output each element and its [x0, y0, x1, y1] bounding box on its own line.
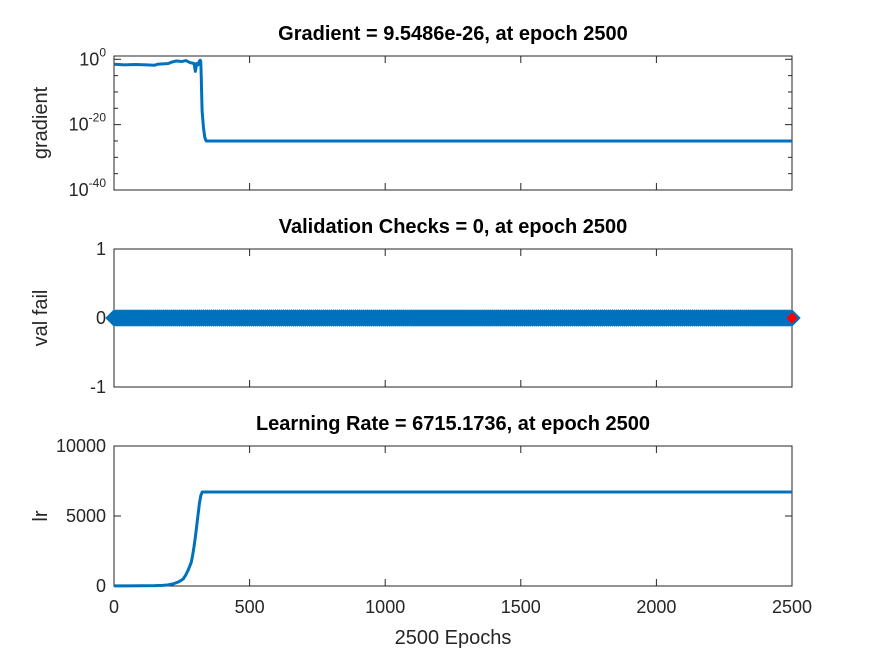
chart-title: Gradient = 9.5486e-26, at epoch 2500: [278, 23, 628, 45]
x-tick-label: 2000: [636, 597, 676, 617]
y-tick-label: -1: [90, 377, 106, 397]
y-tick-label: 5000: [66, 506, 106, 526]
subplot-1: Gradient = 9.5486e-26, at epoch 2500 grad…: [30, 23, 793, 200]
y-tick-exponent: 0: [99, 45, 106, 59]
y-tick-exponent: -20: [89, 111, 107, 125]
chart-title: Validation Checks = 0, at epoch 2500: [279, 216, 628, 238]
subplot-3: Learning Rate = 6715.1736, at epoch 2500…: [30, 413, 812, 649]
series-line: [113, 490, 792, 588]
y-tick-label: 0: [96, 308, 106, 328]
y-axis-label: val fail: [30, 290, 52, 347]
subplot-2: Validation Checks = 0, at epoch 2500 val …: [30, 216, 801, 397]
y-axis-label: lr: [30, 510, 52, 521]
x-tick-label: 500: [235, 597, 265, 617]
y-tick-base: 10: [79, 49, 99, 69]
best-epoch-marker: [786, 312, 798, 324]
x-tick-label: 0: [109, 597, 119, 617]
x-tick-label: 1500: [501, 597, 541, 617]
plot-area: [113, 55, 793, 191]
x-tick-label: 1000: [365, 597, 405, 617]
y-tick-label: 10000: [56, 436, 106, 456]
y-tick-exponent: -40: [89, 176, 107, 190]
plot-area: [113, 445, 793, 587]
y-tick-label: 10-20: [69, 111, 107, 135]
y-tick-label: 0: [96, 576, 106, 596]
series-line: [113, 58, 792, 143]
y-tick-label: 10-40: [69, 176, 107, 200]
y-tick-label: 100: [79, 45, 106, 69]
y-tick-label: 1: [96, 239, 106, 259]
y-axis-label: gradient: [30, 86, 52, 159]
y-tick-base: 10: [69, 180, 89, 200]
x-axis-label: 2500 Epochs: [395, 627, 512, 649]
chart-title: Learning Rate = 6715.1736, at epoch 2500: [256, 413, 650, 435]
y-tick-base: 10: [69, 115, 89, 135]
x-tick-label: 2500: [772, 597, 812, 617]
